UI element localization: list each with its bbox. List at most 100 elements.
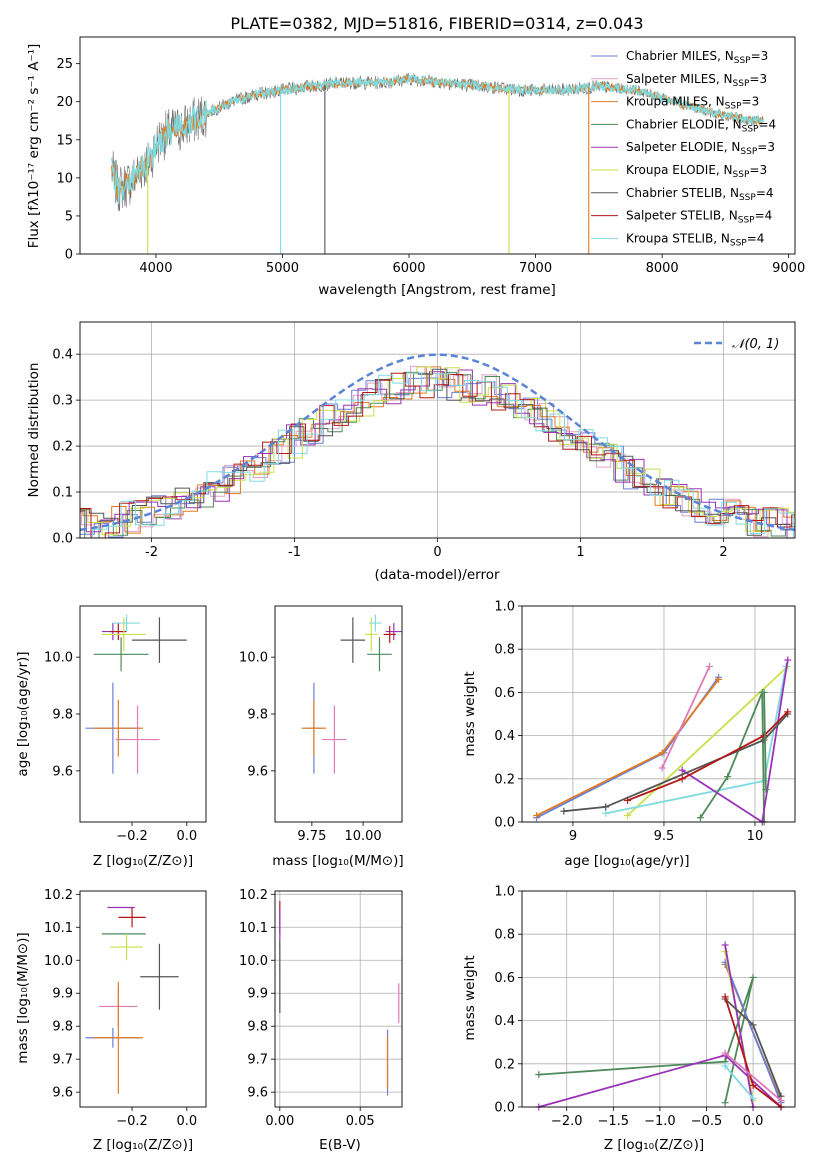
- mass-ebv-xlabel: E(B-V): [319, 1137, 361, 1153]
- x-tick-label: 0.05: [346, 1114, 375, 1129]
- x-tick-label: −2.0: [551, 1114, 583, 1129]
- y-tick-label: 15: [56, 133, 73, 148]
- x-tick-label: −1.5: [598, 1114, 630, 1129]
- legend-label: Salpeter ELODIE, NSSP=3: [626, 140, 775, 157]
- mass-weight-line: [724, 944, 754, 1108]
- y-tick-label: 1.0: [494, 600, 515, 615]
- x-tick-label: 0.0: [743, 1114, 764, 1129]
- axes-frame: [79, 605, 207, 823]
- y-tick-label: 10.1: [44, 921, 73, 936]
- y-tick-label: 9.8: [52, 1020, 73, 1035]
- mw-age-xlabel: age [log₁₀(age/yr)]: [564, 853, 689, 869]
- mass-vs-ebv-panel: 0.00 0.05 9.6 9.7 9.8 9.9 10.0 10.1 10.2: [239, 888, 403, 1129]
- age-mass-xlabel: mass [log₁₀(M/M⊙)]: [272, 853, 403, 869]
- legend-label: Salpeter STELIB, NSSP=4: [626, 209, 772, 226]
- y-tick-label: 0.1: [52, 486, 73, 501]
- mass-weight-line: [563, 713, 789, 813]
- mass-weight-line: [605, 666, 787, 815]
- mw-z-ylabel: mass weight: [462, 955, 478, 1040]
- legend-label-count: =4: [758, 117, 776, 131]
- legend-label-count: =4: [747, 231, 765, 245]
- legend-label-subscript: SSP: [734, 56, 751, 66]
- residual-panel: -2 -1 0 1 2 0.0 0.1 0.2 0.3 0.4: [52, 321, 796, 560]
- y-tick-label: 10.2: [239, 888, 268, 903]
- y-tick-label: 0: [65, 248, 73, 263]
- y-tick-label: 9.8: [247, 1020, 268, 1035]
- age-z-ylabel: age [log₁₀(age/yr)]: [15, 651, 31, 776]
- normal-curve: [79, 353, 796, 532]
- residual-xlabel: (data-model)/error: [374, 567, 500, 583]
- y-tick-label: 10.0: [44, 954, 73, 969]
- mass-weight-line: [724, 1052, 782, 1102]
- x-tick-label: 10.00: [344, 829, 381, 844]
- y-tick-label: 0.8: [494, 643, 515, 658]
- y-tick-label: 9.6: [52, 1086, 73, 1101]
- x-tick-label: 0.0: [176, 1114, 197, 1129]
- legend-label-count: =3: [757, 140, 775, 154]
- y-tick-label: 10.0: [44, 651, 73, 666]
- residual-histogram: [80, 372, 795, 538]
- legend-label-count: =3: [742, 95, 760, 109]
- mw-z-xlabel: Z [log₁₀(Z/Z⊙)]: [604, 1137, 704, 1153]
- y-tick-label: 5: [65, 209, 73, 224]
- y-tick-label: 9.6: [247, 1086, 268, 1101]
- x-tick-label: 6000: [392, 261, 425, 276]
- legend-label-subscript: SSP: [730, 238, 747, 248]
- mass-vs-z-panel: −0.2 0.0 9.6 9.7 9.8 9.9 10.0 10.1 10.2: [44, 888, 207, 1129]
- y-tick-label: 0.4: [494, 729, 515, 744]
- residual-histogram: [80, 372, 795, 538]
- legend-label: Kroupa ELODIE, NSSP=3: [626, 163, 767, 180]
- spectrum-ylabel: Flux [fλ10⁻¹⁷ erg cm⁻² s⁻¹ A⁻¹]: [26, 44, 42, 249]
- residual-ylabel: Normed distribution: [26, 363, 42, 498]
- legend-label-count: =4: [756, 186, 774, 200]
- residual-histogram: [80, 372, 795, 538]
- x-tick-label: -2: [145, 545, 158, 560]
- y-tick-label: 10.1: [239, 921, 268, 936]
- age-vs-mass-panel: 9.75 10.00 9.6 9.8 10.0: [239, 605, 403, 844]
- legend-label-subscript: SSP: [733, 170, 750, 180]
- y-tick-label: 0.6: [494, 971, 515, 986]
- legend-label-count: =3: [751, 49, 769, 63]
- normal-curve-legend-label: 𝒩(0, 1): [732, 337, 779, 352]
- legend-label-count: =3: [749, 163, 767, 177]
- x-tick-label: 9.75: [297, 829, 326, 844]
- figure-title: PLATE=0382, MJD=51816, FIBERID=0314, z=0…: [230, 14, 643, 33]
- axes-frame: [79, 36, 796, 255]
- x-tick-label: 10: [747, 829, 764, 844]
- legend-label: Chabrier ELODIE, NSSP=4: [626, 117, 776, 134]
- x-tick-label: 1: [576, 545, 584, 560]
- axes-frame: [79, 321, 796, 539]
- y-tick-label: 10: [56, 171, 73, 186]
- mass-z-ylabel: mass [log₁₀(M/M⊙)]: [15, 932, 31, 1063]
- mass-weight-vs-z-panel: −2.0 −1.5 −1.0 −0.5 0.0 0.0 0.2 0.4 0.6 0.8 1.0: [494, 885, 796, 1129]
- y-tick-label: 0.0: [494, 816, 515, 831]
- mass-weight-vs-age-panel: 9 9.5 10 0.0 0.2 0.4 0.6 0.8 1.0: [494, 600, 796, 844]
- x-tick-label: 9.5: [654, 829, 675, 844]
- residual-histogram: [80, 366, 795, 536]
- x-tick-label: 5000: [266, 261, 299, 276]
- legend-label: Kroupa STELIB, NSSP=4: [626, 231, 764, 248]
- mass-weight-line: [699, 692, 765, 823]
- y-tick-label: 9.7: [52, 1053, 73, 1068]
- legend-label-subscript: SSP: [725, 102, 742, 112]
- x-tick-label: −0.2: [116, 829, 148, 844]
- y-tick-label: 10.0: [239, 954, 268, 969]
- spectrum-panel: 4000 5000 6000 7000 8000 9000 0 5 10 15 20 25: [56, 36, 805, 276]
- mw-age-ylabel: mass weight: [462, 671, 478, 756]
- y-tick-label: 0.2: [52, 440, 73, 455]
- spectrum-xlabel: wavelength [Angstrom, rest frame]: [318, 282, 556, 298]
- y-tick-label: 0.8: [494, 928, 515, 943]
- mass-weight-line: [627, 711, 789, 802]
- y-tick-label: 0.3: [52, 394, 73, 409]
- legend-label-subscript: SSP: [739, 193, 756, 203]
- legend-label-subscript: SSP: [740, 147, 757, 157]
- y-tick-label: 0.4: [52, 348, 73, 363]
- y-tick-label: 0.2: [494, 772, 515, 787]
- residual-legend: 𝒩(0, 1): [694, 337, 779, 352]
- legend-label: Salpeter MILES, NSSP=3: [626, 72, 767, 89]
- x-tick-label: 0.00: [265, 1114, 294, 1129]
- y-tick-label: 10.0: [239, 651, 268, 666]
- y-tick-label: 0.0: [52, 532, 73, 547]
- x-tick-label: 9000: [772, 261, 805, 276]
